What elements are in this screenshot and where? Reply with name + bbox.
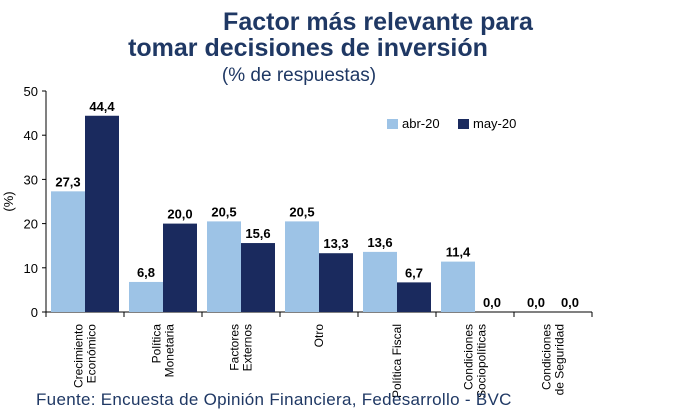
x-tick-label: Otro [312,324,326,348]
y-tick-label: 0 [31,305,38,320]
bar-abr-20 [207,221,241,312]
y-tick-label: 40 [24,128,38,143]
data-label: 0,0 [483,295,501,310]
x-tick-label: Factores [228,324,242,371]
data-label: 27,3 [55,174,80,189]
legend-label: may-20 [473,116,516,131]
y-tick-label: 30 [24,172,38,187]
x-tick-label: Monetaria [163,324,177,378]
chart-subtitle: (% de respuestas) [221,65,377,86]
data-label: 13,6 [367,235,392,250]
data-label: 6,8 [137,265,155,280]
bar-may-20 [241,243,275,312]
data-label: 13,3 [323,236,348,251]
x-tick-label: Condiciones [540,324,554,390]
chart-title-line2: tomar decisiones de inversión [128,34,488,62]
bar-abr-20 [441,261,475,312]
data-label: 15,6 [245,226,270,241]
y-axis-label: (%) [1,191,16,211]
bar-may-20 [397,282,431,312]
data-label: 20,5 [211,204,236,219]
data-label: 6,7 [405,265,423,280]
data-label: 11,4 [446,245,471,260]
x-tick-label: Crecimiento [72,324,86,388]
data-label: 44,4 [89,99,115,114]
chart-title-line1: Factor más relevante para [223,8,533,36]
x-tick-label: Económico [85,324,99,384]
x-tick-label: de Seguridad [553,324,567,395]
data-label: 20,5 [289,204,314,219]
bar-may-20 [85,115,119,312]
y-tick-label: 10 [24,261,38,276]
bar-abr-20 [363,251,397,312]
x-tick-label: Condiciones [462,324,476,390]
legend-swatch-may-20 [458,119,469,129]
bar-may-20 [319,253,353,312]
bar-may-20 [163,223,197,312]
data-label: 0,0 [527,295,545,310]
x-tick-label: Política Fiscal [390,324,404,398]
legend-label: abr-20 [402,116,440,131]
bar-abr-20 [129,281,163,312]
x-tick-label: Sociopolíticas [475,324,489,398]
bar-abr-20 [51,191,85,312]
legend-swatch-abr-20 [387,119,398,129]
bar-abr-20 [285,221,319,312]
source-note: Fuente: Encuesta de Opinión Financiera, … [36,390,512,409]
data-label: 0,0 [561,295,579,310]
x-tick-label: Política [150,324,164,364]
data-label: 20,0 [167,207,192,222]
y-tick-label: 50 [24,84,38,99]
x-tick-label: Externos [241,324,255,371]
y-tick-label: 20 [24,217,38,232]
